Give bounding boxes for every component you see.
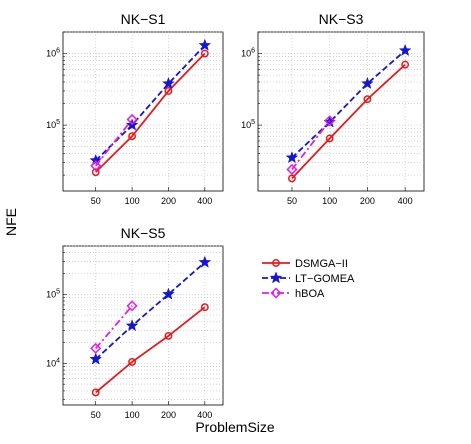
x-tick-label: 50 [287,196,297,206]
legend-entry: DSMGA−II [262,258,348,270]
data-point [126,300,138,312]
series-hboa [286,115,336,176]
data-point [285,151,299,164]
chart-title: NK−S5 [121,225,166,241]
series-dsmga-ii [91,303,209,397]
x-tick-label: 100 [125,410,140,420]
x-tick-label: 100 [125,196,140,206]
legend-label: DSMGA−II [295,258,348,270]
chart-panel-1: NK−S1 50 100 200 400 105 106 [46,11,224,206]
series-dsmga-ii [91,49,209,177]
series-line [95,261,206,360]
data-point [286,163,298,176]
x-tick-label: 200 [360,196,375,206]
series-line [95,118,133,167]
y-axis-label: NFE [3,208,19,236]
chart-panel-3: NK−S5 50 100 200 400 104 105 [46,225,224,420]
grid [63,245,223,405]
plot-area [62,245,224,406]
data-point [363,95,372,104]
x-tick-label: 400 [398,196,413,206]
y-tick-label: 105 [46,119,60,130]
legend-label: LT−GOMEA [295,273,355,285]
data-point [91,388,100,397]
data-point [164,87,173,95]
y-tick-label: 104 [46,357,60,368]
series-line [95,52,206,173]
series-line [95,306,206,394]
y-tick-label: 106 [46,48,60,59]
data-point [200,49,209,58]
x-axis-label: ProblemSize [195,419,275,435]
data-point [361,76,374,90]
series-dsmga-ii [288,60,410,183]
y-tick-label: 105 [241,119,255,130]
legend-label: hBOA [295,288,325,300]
chart-title: NK−S3 [319,11,364,27]
series-line [291,49,406,159]
data-point [91,168,100,177]
data-point [89,153,103,166]
data-point [288,174,296,183]
data-point [126,113,138,125]
data-point [324,115,336,127]
legend-marker [272,259,280,267]
chart-title: NK−S1 [121,11,166,27]
legend-entry: LT−GOMEA [262,271,355,285]
data-point [198,38,212,51]
data-point [90,160,102,172]
x-tick-label: 200 [161,196,176,206]
data-point [89,352,103,365]
legend-entry: hBOA [262,287,325,300]
x-tick-label: 100 [322,196,337,206]
data-point [401,60,410,69]
series-line [291,120,331,171]
series-line [291,63,406,180]
series-lt-gomea [89,255,212,365]
data-point [198,255,212,268]
y-tick-label: 105 [46,288,60,299]
series-hboa [90,113,138,172]
data-point [125,319,139,332]
data-point [128,357,137,366]
series-hboa [90,300,138,354]
y-tick-label: 106 [241,48,255,59]
data-point [162,287,175,300]
legend: DSMGA−II LT−GOMEA hBOA [262,258,355,300]
grid [258,31,424,191]
data-point [164,331,173,340]
x-tick-label: 400 [197,410,212,420]
data-point [325,134,334,143]
data-point [398,43,412,57]
x-tick-label: 200 [161,410,176,420]
chart-panel-2: NK−S3 50 100 200 400 105 106 [241,11,425,206]
x-tick-label: 50 [91,410,101,420]
panels: NK−S1 50 100 200 400 105 106 NK−S3 50 100 200 400 10… [46,11,425,420]
legend-marker [269,271,283,284]
x-tick-label: 50 [91,196,101,206]
data-point [128,132,137,141]
legend-marker [270,287,282,299]
data-point [162,76,175,90]
series-line [95,305,133,349]
data-point [90,342,102,354]
data-point [200,303,209,312]
x-tick-label: 400 [197,196,212,206]
